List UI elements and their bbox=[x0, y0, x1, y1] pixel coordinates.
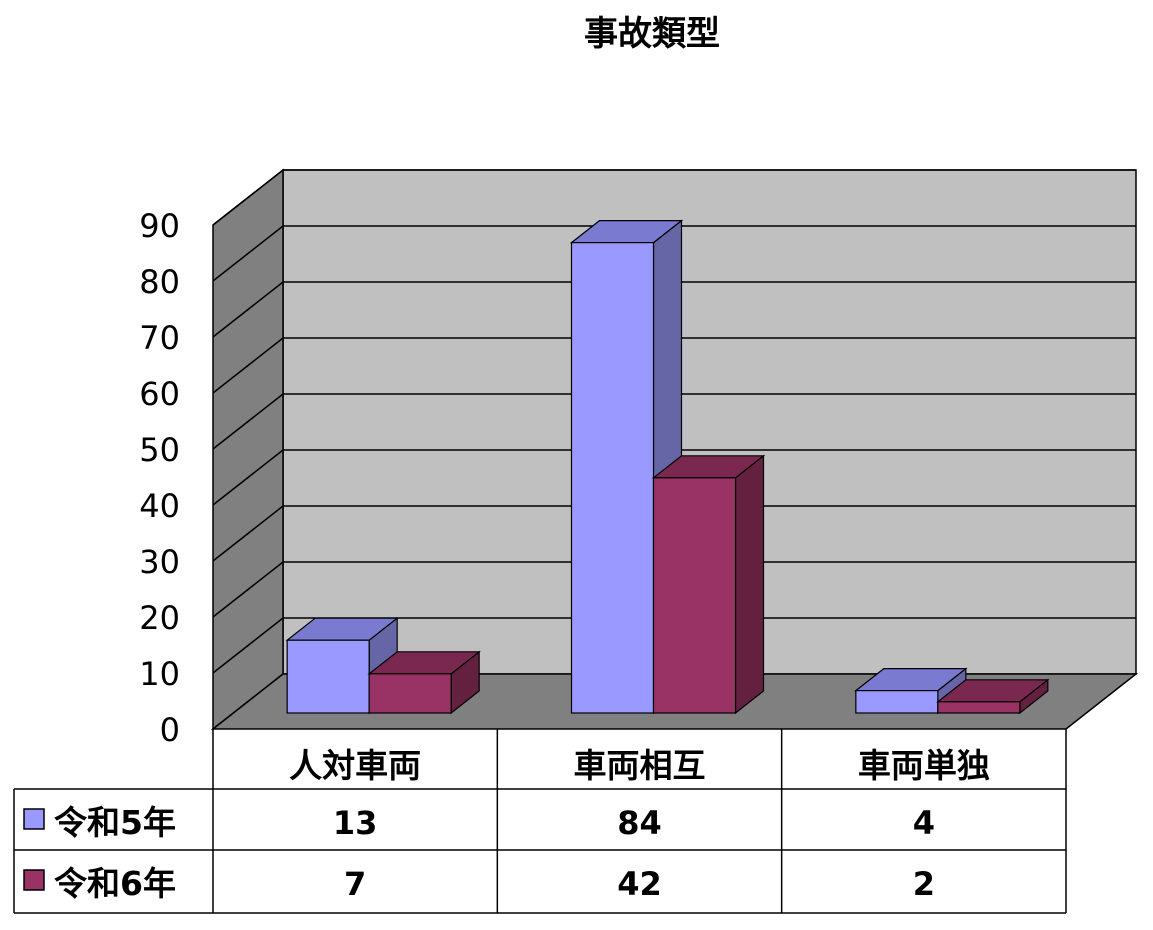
gridline bbox=[212, 449, 1136, 506]
bar bbox=[368, 673, 452, 714]
gridline bbox=[212, 225, 1136, 282]
y-tick-label: 10 bbox=[139, 655, 180, 693]
y-axis: 0 10 20 30 40 50 60 70 80 90 bbox=[139, 207, 180, 749]
y-tick-label: 60 bbox=[139, 375, 180, 413]
y-tick-label: 80 bbox=[139, 263, 180, 301]
legend-swatch bbox=[23, 869, 45, 891]
data-label: 4 bbox=[913, 804, 935, 842]
y-tick-label: 30 bbox=[139, 543, 180, 581]
bar-side bbox=[734, 454, 765, 715]
gridline bbox=[212, 617, 1136, 674]
bars bbox=[285, 219, 1050, 715]
data-label: 2 bbox=[913, 865, 935, 903]
gridline bbox=[212, 337, 1136, 394]
category-label: 車両相互 bbox=[574, 746, 706, 785]
gridline bbox=[212, 393, 1136, 450]
data-label: 42 bbox=[617, 865, 662, 903]
legend-swatch bbox=[23, 808, 45, 830]
y-tick-label: 90 bbox=[139, 207, 180, 245]
bar bbox=[286, 639, 370, 714]
bar bbox=[570, 242, 655, 714]
data-label: 13 bbox=[333, 804, 378, 842]
bar bbox=[937, 701, 1021, 714]
gridline bbox=[212, 561, 1136, 618]
category-label: 車両単独 bbox=[858, 746, 990, 785]
y-tick-label: 40 bbox=[139, 487, 180, 525]
category-label: 人対車両 bbox=[289, 746, 421, 785]
gridline bbox=[212, 281, 1136, 338]
legend-label: 令和5年 bbox=[54, 803, 176, 842]
data-label: 84 bbox=[617, 804, 662, 842]
gridline bbox=[212, 505, 1136, 562]
y-tick-label: 50 bbox=[139, 431, 180, 469]
y-tick-label: 0 bbox=[160, 711, 180, 749]
legend-label: 令和6年 bbox=[54, 864, 176, 903]
chart-title: 事故類型 bbox=[584, 14, 720, 54]
bar bbox=[855, 689, 939, 714]
y-tick-label: 20 bbox=[139, 599, 180, 637]
data-label: 7 bbox=[344, 865, 366, 903]
bar bbox=[652, 477, 737, 714]
y-tick-label: 70 bbox=[139, 319, 180, 357]
gridline bbox=[212, 169, 1136, 226]
